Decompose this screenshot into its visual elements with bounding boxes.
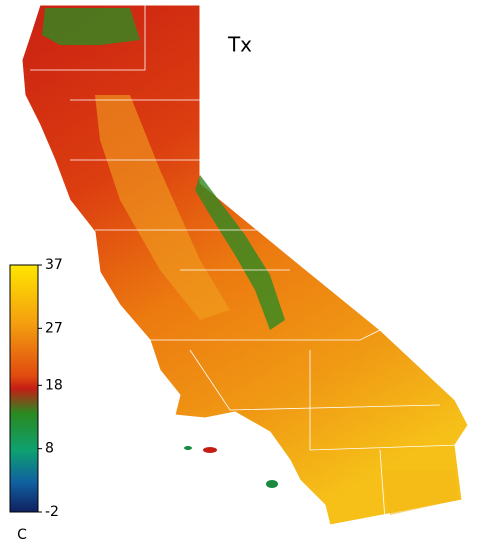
klamath-mountains bbox=[42, 8, 140, 45]
county-line bbox=[189, 349, 441, 411]
tick-label: 18 bbox=[45, 377, 63, 393]
tick-label: 27 bbox=[45, 320, 63, 336]
tick-label: -2 bbox=[45, 504, 59, 520]
colorbar-unit: C bbox=[17, 527, 27, 543]
map-title: Tx bbox=[227, 33, 252, 57]
county-line bbox=[150, 329, 381, 341]
tick-label: 37 bbox=[45, 257, 63, 273]
colorbar-ticks: 37 27 18 8 -2 bbox=[38, 257, 63, 520]
central-valley bbox=[95, 95, 230, 320]
island bbox=[184, 446, 192, 450]
sierra-mountains bbox=[195, 175, 285, 330]
colorbar bbox=[9, 264, 39, 513]
county-lines bbox=[30, 5, 461, 521]
island bbox=[203, 447, 217, 453]
county-line bbox=[309, 350, 461, 451]
california-map bbox=[21, 4, 469, 526]
tick-label: 8 bbox=[45, 441, 54, 457]
channel-islands bbox=[184, 446, 278, 488]
county-line bbox=[30, 5, 146, 71]
desert bbox=[380, 470, 458, 515]
county-line bbox=[379, 449, 386, 521]
island bbox=[266, 480, 278, 488]
